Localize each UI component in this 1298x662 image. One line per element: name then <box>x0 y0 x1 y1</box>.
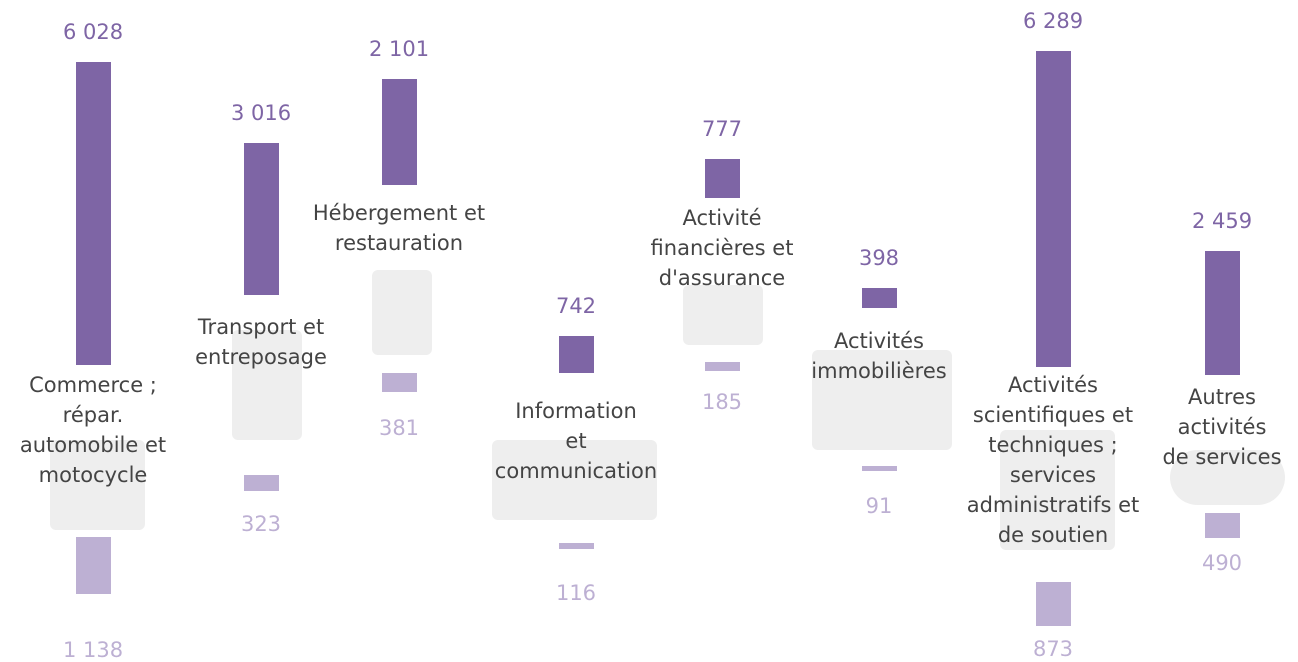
value-label: 777 <box>701 116 743 141</box>
category-label: Activités scientifiques et techniques ; … <box>966 373 1140 547</box>
icon <box>1170 450 1285 505</box>
bar <box>243 475 279 492</box>
category-label: Activité financières et d'assurance <box>650 206 794 290</box>
bar <box>381 373 417 393</box>
bar <box>1204 513 1240 538</box>
value-label: 6 028 <box>62 19 124 44</box>
value-label: 2 459 <box>1191 209 1253 234</box>
bar <box>75 61 111 365</box>
bar <box>1035 582 1071 626</box>
bar <box>381 79 417 185</box>
bar <box>861 466 897 471</box>
category-label: Autres activités de services <box>1162 385 1282 469</box>
icon <box>683 285 763 345</box>
bar <box>861 287 897 308</box>
icon <box>50 440 145 530</box>
value-label: 490 <box>1201 551 1243 575</box>
icon <box>372 270 432 355</box>
value-label: 91 <box>865 494 893 518</box>
bar <box>243 143 279 295</box>
bar <box>1204 251 1240 375</box>
bar <box>558 335 594 373</box>
icon <box>492 440 657 520</box>
bar <box>558 543 594 549</box>
value-label: 185 <box>701 390 743 414</box>
category-label: Transport et entreposage <box>195 315 327 369</box>
icon <box>1000 430 1115 550</box>
category-label: Activités immobilières <box>811 329 947 383</box>
value-label: 2 101 <box>368 37 430 62</box>
value-label: 6 289 <box>1022 8 1084 33</box>
value-label: 3 016 <box>230 101 292 126</box>
bar <box>704 158 740 198</box>
category-label: Information et communication <box>494 399 658 483</box>
icon <box>232 330 302 440</box>
value-label: 381 <box>378 416 420 440</box>
value-label: 873 <box>1032 637 1074 661</box>
bar <box>704 362 740 372</box>
value-label: 116 <box>555 581 597 605</box>
value-label: 742 <box>555 293 597 318</box>
value-label: 323 <box>240 512 282 536</box>
bar <box>75 537 111 595</box>
category-label: Hébergement et restauration <box>312 201 486 255</box>
category-label: Commerce ; répar. automobile et motocycl… <box>19 373 167 487</box>
bar <box>1035 50 1071 367</box>
icon <box>812 350 952 450</box>
value-label: 1 138 <box>62 638 124 662</box>
value-label: 398 <box>858 245 900 270</box>
